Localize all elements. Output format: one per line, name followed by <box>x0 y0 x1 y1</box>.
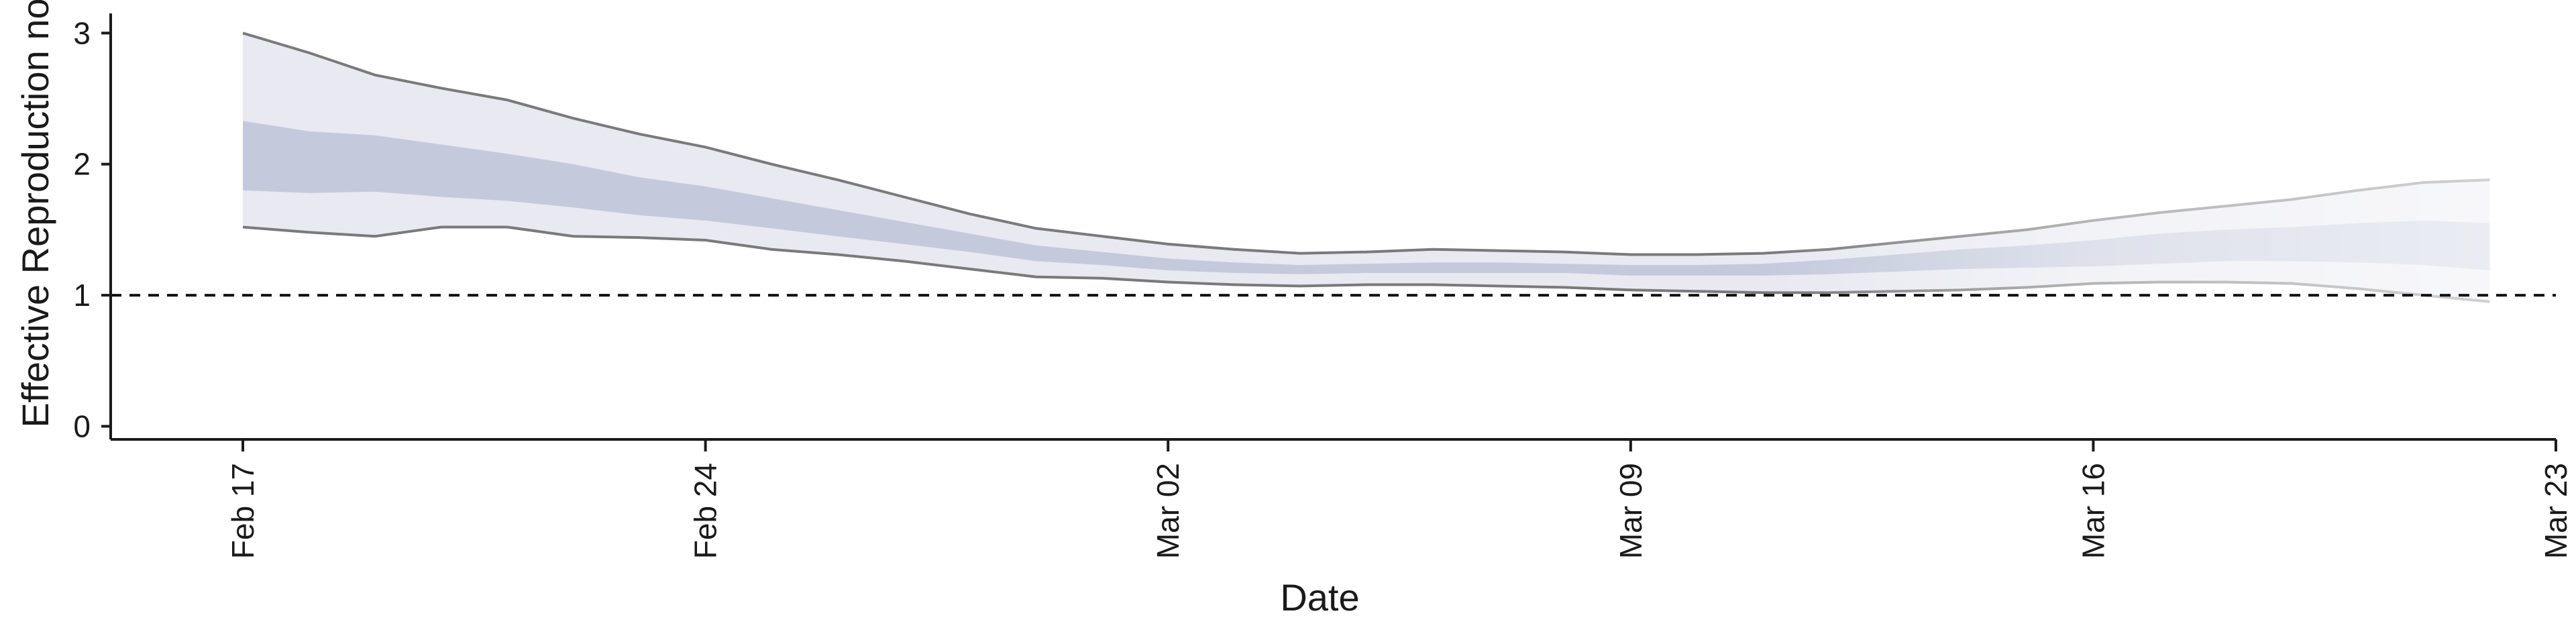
credible-interval-90-band <box>243 33 2490 302</box>
x-tick-label: Feb 24 <box>688 463 723 559</box>
ribbon-group <box>242 32 2490 303</box>
y-tick-label: 1 <box>73 278 91 313</box>
y-tick-label: 3 <box>73 15 91 50</box>
x-tick-label: Feb 17 <box>225 463 260 559</box>
upper-bound-line <box>242 32 2490 256</box>
y-tick-label: 2 <box>73 147 91 182</box>
credible-interval-50-band <box>243 121 2490 276</box>
y-axis-title: Effective Reproduction no <box>14 0 56 428</box>
y-tick-label: 0 <box>73 409 91 443</box>
x-tick-label: Mar 02 <box>1150 463 1185 559</box>
x-axis-title: Date <box>1280 576 1359 619</box>
x-tick-label: Mar 16 <box>2076 463 2110 559</box>
lower-bound-line <box>242 225 2490 303</box>
x-tick-label: Mar 09 <box>1613 463 1648 559</box>
y-axis-ticks: 0 1 2 3 <box>73 15 111 443</box>
x-tick-label: Mar 23 <box>2538 463 2573 559</box>
x-axis-ticks: Feb 17 Feb 24 Mar 02 Mar 09 Mar 16 Mar 23 <box>225 439 2573 559</box>
